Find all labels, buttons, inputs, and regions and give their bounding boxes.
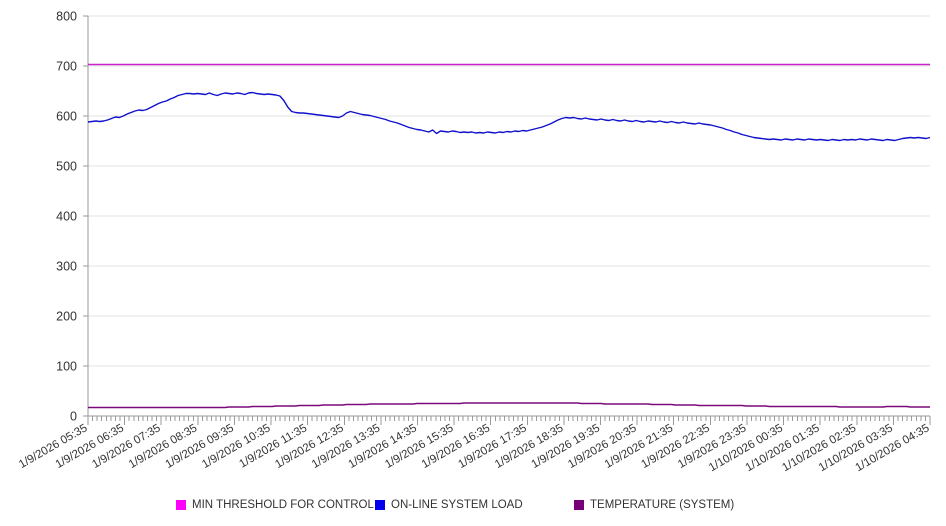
- x-axis: [87, 415, 931, 425]
- y-tick-label: 0: [70, 410, 77, 424]
- legend-label: ON-LINE SYSTEM LOAD: [391, 499, 523, 511]
- series-line: [87, 91, 931, 142]
- legend-label: MIN THRESHOLD FOR CONTROL: [192, 499, 374, 511]
- y-tick-label: 800: [56, 10, 77, 24]
- y-axis: [83, 15, 89, 417]
- legend-swatch: [176, 500, 186, 510]
- y-tick-labels: 0 100 200 300 400 500 600 700 800: [56, 10, 77, 424]
- legend-label: TEMPERATURE (SYSTEM): [590, 499, 734, 511]
- gridlines: [88, 15, 930, 417]
- y-tick-label: 100: [56, 360, 77, 374]
- series-lines: [87, 63, 931, 409]
- y-tick-label: 400: [56, 210, 77, 224]
- series-line: [88, 402, 930, 409]
- chart-legend: MIN THRESHOLD FOR CONTROL ON-LINE SYSTEM …: [176, 499, 734, 511]
- legend-swatch: [375, 500, 385, 510]
- y-tick-label: 600: [56, 110, 77, 124]
- y-tick-label: 300: [56, 260, 77, 274]
- legend-swatch: [574, 500, 584, 510]
- x-tick-labels: 1/9/2026 05:351/9/2026 06:351/9/2026 07:…: [17, 422, 931, 474]
- y-tick-label: 200: [56, 310, 77, 324]
- y-tick-label: 500: [56, 160, 77, 174]
- y-tick-label: 700: [56, 60, 77, 74]
